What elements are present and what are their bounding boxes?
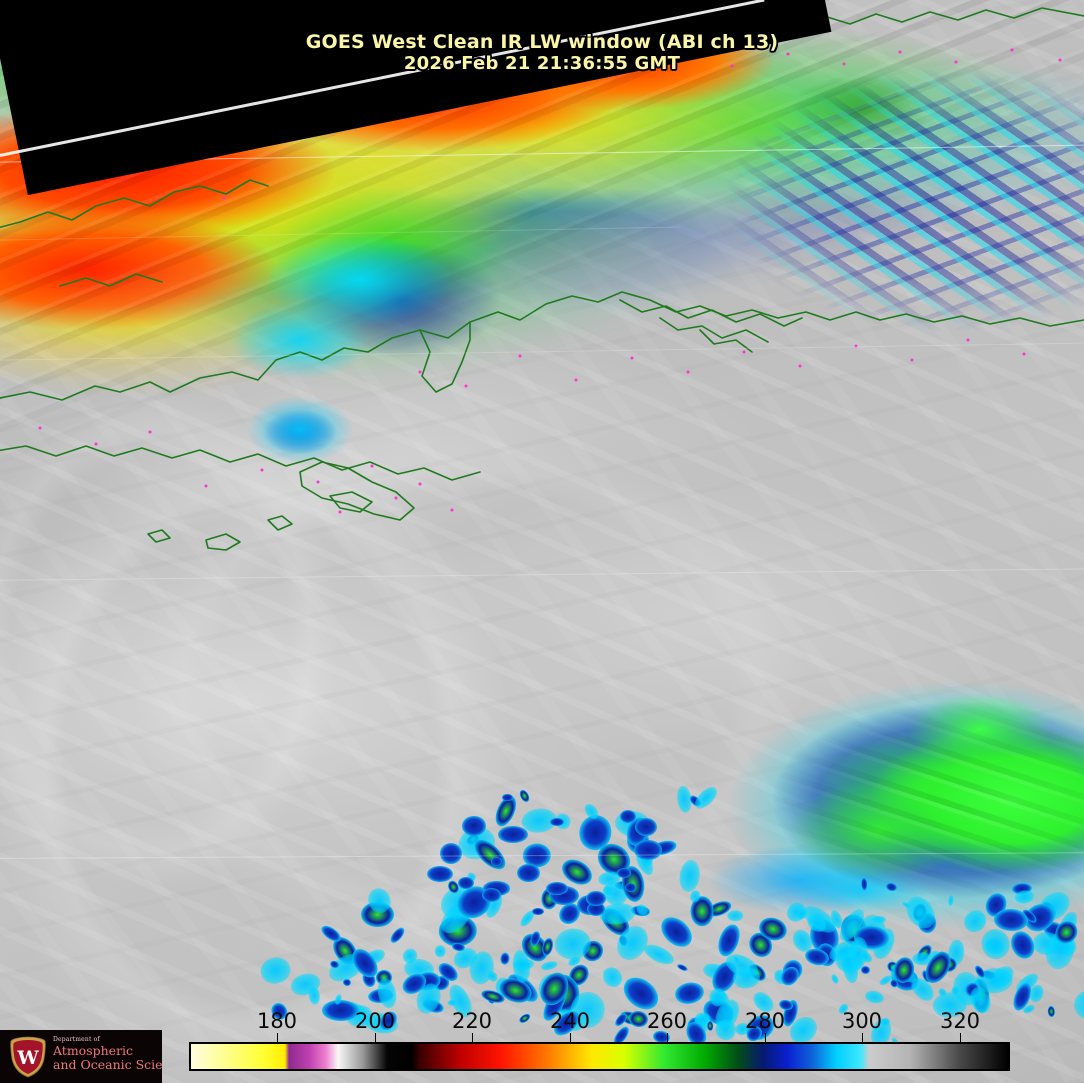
colorbar-tick <box>472 1033 473 1042</box>
colorbar-tick <box>667 1033 668 1042</box>
logo-line-2: and Oceanic Sciences <box>53 1057 162 1072</box>
convective-cell <box>624 882 636 893</box>
convective-cell <box>481 887 501 902</box>
colorbar-tick <box>960 1033 961 1042</box>
convective-cell <box>491 857 503 867</box>
svg-text:W: W <box>16 1047 39 1069</box>
colorbar-tick <box>570 1033 571 1042</box>
uw-crest-icon: W <box>10 1036 46 1078</box>
convective-cell <box>633 840 662 860</box>
colorbar-tick-label: 300 <box>841 1009 883 1033</box>
convective-cell <box>462 816 486 837</box>
colorbar-tick <box>277 1033 278 1042</box>
uw-aos-logo: W Department of Atmospheric and Oceanic … <box>0 1030 162 1083</box>
convective-cell <box>498 826 529 843</box>
logo-text: Department of Atmospheric and Oceanic Sc… <box>53 1036 162 1072</box>
convective-cell <box>517 864 540 882</box>
colorbar-tick-label: 180 <box>256 1009 298 1033</box>
convective-cell <box>440 843 463 865</box>
convective-cell <box>458 876 475 890</box>
convective-cell <box>531 907 545 916</box>
colorbar-tick-label: 240 <box>549 1009 591 1033</box>
convective-cell <box>502 794 513 802</box>
colorbar-border <box>189 1042 1010 1071</box>
colorbar-tick-label: 320 <box>939 1009 981 1033</box>
logo-department-label: Department of <box>53 1036 100 1043</box>
colorbar-tick <box>765 1033 766 1042</box>
logo-line-1: Atmospheric <box>53 1043 134 1058</box>
colorbar-tick-labels: 180 200 220 240 260 280 300 320 <box>0 1009 1084 1035</box>
convective-cell <box>635 818 658 836</box>
colorbar-tick-label: 260 <box>646 1009 688 1033</box>
colorbar-tick <box>862 1033 863 1042</box>
convective-cell <box>550 818 564 826</box>
convective-cell <box>616 868 632 879</box>
convective-cell <box>620 809 636 823</box>
convective-cell <box>546 882 568 896</box>
convective-cell <box>585 891 607 906</box>
border-dots <box>38 48 1062 514</box>
colorbar-gradient <box>191 1044 1008 1069</box>
colorbar-tick-label: 280 <box>744 1009 786 1033</box>
colorbar-tick-label: 220 <box>451 1009 493 1033</box>
colorbar-ticks <box>189 1033 1010 1042</box>
convective-cell <box>427 866 454 883</box>
colorbar <box>189 1042 1010 1071</box>
colorbar-tick <box>375 1033 376 1042</box>
colorbar-tick-label: 200 <box>354 1009 396 1033</box>
